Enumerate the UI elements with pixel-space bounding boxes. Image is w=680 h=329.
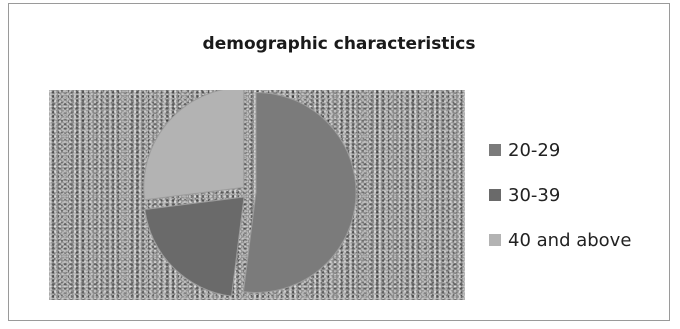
pie-slice-30-39 — [144, 196, 245, 297]
chart-frame: demographic characteristics 20-29 30-39 … — [8, 3, 670, 321]
chart-title: demographic characteristics — [202, 34, 476, 54]
legend-swatch — [489, 144, 501, 156]
pie-slice-40-and-above — [143, 90, 245, 201]
legend: 20-29 30-39 40 and above — [489, 139, 631, 274]
legend-label: 30-39 — [508, 184, 561, 206]
legend-label: 40 and above — [508, 229, 632, 251]
legend-swatch — [489, 234, 501, 246]
legend-swatch — [489, 189, 501, 201]
legend-label: 20-29 — [508, 139, 561, 161]
legend-item: 20-29 — [489, 139, 631, 161]
plot-area — [49, 90, 465, 300]
legend-item: 40 and above — [489, 229, 631, 251]
pie-slice-20-29 — [242, 91, 357, 293]
legend-item: 30-39 — [489, 184, 631, 206]
pie-chart — [143, 90, 357, 297]
